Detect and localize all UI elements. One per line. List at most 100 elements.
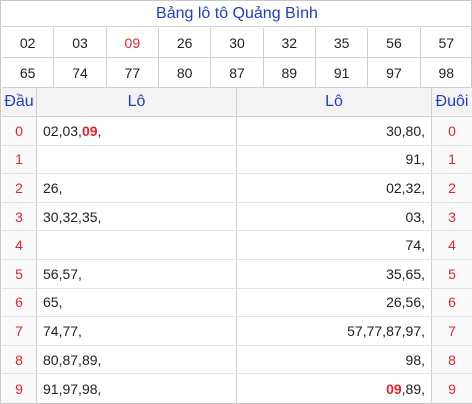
number-cell: 56 xyxy=(368,28,421,57)
number-cell: 03 xyxy=(54,28,107,57)
duoi-cell: 1 xyxy=(432,145,472,174)
number-cell: 87 xyxy=(211,58,264,87)
lo-left-cell: 30, 32, 35, xyxy=(37,202,237,231)
lo-number: 35 xyxy=(81,208,98,225)
separator: , xyxy=(421,208,425,225)
lo-number: 30 xyxy=(386,122,402,139)
number-cell: 09 xyxy=(107,28,159,57)
number-cell: 35 xyxy=(316,28,369,57)
number-cell: 89 xyxy=(264,58,316,87)
table-row: 9 91, 97, 98, 09, 89, 9 xyxy=(2,374,472,403)
duoi-cell: 0 xyxy=(432,117,472,145)
lo-number: 77 xyxy=(62,322,79,339)
lo-number: 87 xyxy=(386,322,402,339)
separator: , xyxy=(58,265,63,282)
lo-left-cell xyxy=(37,231,237,259)
lo-right-cell: 03, xyxy=(237,202,432,231)
dau-cell: 1 xyxy=(2,145,37,174)
lo-number: 09 xyxy=(81,122,98,139)
separator: , xyxy=(97,380,102,397)
lo-right-cell: 98, xyxy=(237,345,432,374)
number-cell: 57 xyxy=(438,34,455,51)
separator: , xyxy=(97,122,102,139)
lo-number: 56 xyxy=(405,294,422,311)
number-cell: 91 xyxy=(316,58,369,87)
grid-rows: 0 02, 03, 09, 30, 80, 0 1 91, 1 2 26, 02, 32, 2 3 30… xyxy=(2,117,472,403)
separator: , xyxy=(362,322,367,339)
separator: , xyxy=(421,122,425,139)
lo-number: 65 xyxy=(43,294,59,311)
lo-right-cell: 57, 77, 87, 97, xyxy=(237,317,432,345)
lo-number: 74 xyxy=(405,237,422,254)
separator: , xyxy=(97,208,102,225)
lo-number: 74 xyxy=(43,322,59,339)
duoi-cell: 6 xyxy=(432,288,472,317)
separator: , xyxy=(78,208,82,225)
head-tail-grid: Đầu Lô Lô Đuôi 0 02, 03, 09, 30, 80, 0 1 91, 1… xyxy=(2,88,472,403)
separator: , xyxy=(401,265,406,282)
separator: , xyxy=(401,179,406,196)
lo-right-cell: 09, 89, xyxy=(237,374,432,403)
lo-number: 32 xyxy=(62,208,79,225)
separator: , xyxy=(78,265,82,282)
number-cell: 32 xyxy=(264,28,316,57)
lo-left-cell xyxy=(37,145,237,174)
separator: , xyxy=(421,380,425,397)
duoi-cell: 7 xyxy=(432,317,472,345)
lo-right-cell: 02, 32, xyxy=(237,174,432,202)
title-bar: Bảng lô tô Quảng Bình xyxy=(2,2,472,27)
separator: , xyxy=(58,322,63,339)
lo-number: 80 xyxy=(405,122,422,139)
number-cell: 97 xyxy=(368,58,421,87)
table-row: 4 74, 4 xyxy=(2,231,472,260)
lo-left-cell: 74, 77, xyxy=(37,317,237,345)
numbers-row-1: 02 03 09 26 30 32 35 56 57 xyxy=(2,28,472,58)
lo-number: 97 xyxy=(405,322,422,339)
lo-number: 02 xyxy=(386,179,402,196)
table-row: 5 56, 57, 35, 65, 5 xyxy=(2,259,472,289)
number-cell: 02 xyxy=(2,28,55,57)
lo-number: 35 xyxy=(386,265,402,282)
lo-number: 56 xyxy=(43,265,59,282)
number-cell: 26 xyxy=(159,28,212,57)
lo-left-cell: 91, 97, 98, xyxy=(37,374,237,403)
separator: , xyxy=(421,265,425,282)
lo-number: 32 xyxy=(405,179,422,196)
lo-number: 98 xyxy=(81,380,98,397)
table-row: 1 91, 1 xyxy=(2,145,472,175)
table-row: 8 80, 87, 89, 98, 8 xyxy=(2,345,472,375)
lo-right-cell: 91, xyxy=(237,145,432,174)
separator: , xyxy=(401,322,406,339)
dau-cell: 7 xyxy=(2,317,37,345)
number-cell: 98 xyxy=(438,64,455,81)
separator: , xyxy=(421,294,425,311)
duoi-cell: 3 xyxy=(432,202,472,231)
duoi-cell: 9 xyxy=(432,374,472,403)
number-cell: 77 xyxy=(107,58,159,87)
lo-left-cell: 65, xyxy=(37,288,237,317)
lo-right-cell: 35, 65, xyxy=(237,259,432,288)
separator: , xyxy=(382,322,387,339)
lo-number: 03 xyxy=(405,208,422,225)
dau-cell: 5 xyxy=(2,259,37,288)
lo-right-cell: 26, 56, xyxy=(237,288,432,317)
lo-left-cell: 80, 87, 89, xyxy=(37,345,237,374)
lo-right-cell: 74, xyxy=(237,231,432,259)
separator: , xyxy=(58,122,63,139)
separator: , xyxy=(58,380,63,397)
lo-left-cell: 26, xyxy=(37,174,237,202)
table-row: 2 26, 02, 32, 2 xyxy=(2,174,472,203)
separator: , xyxy=(401,380,406,397)
separator: , xyxy=(58,351,63,368)
separator: , xyxy=(78,122,82,139)
table-row: 0 02, 03, 09, 30, 80, 0 xyxy=(2,117,472,146)
separator: , xyxy=(78,351,82,368)
lo-number: 97 xyxy=(62,380,79,397)
lo-number: 87 xyxy=(62,351,79,368)
separator: , xyxy=(421,351,425,368)
lo-number: 89 xyxy=(405,380,422,397)
separator: , xyxy=(421,151,425,168)
duoi-cell: 8 xyxy=(432,345,472,374)
separator: , xyxy=(78,322,82,339)
separator: , xyxy=(421,322,425,339)
